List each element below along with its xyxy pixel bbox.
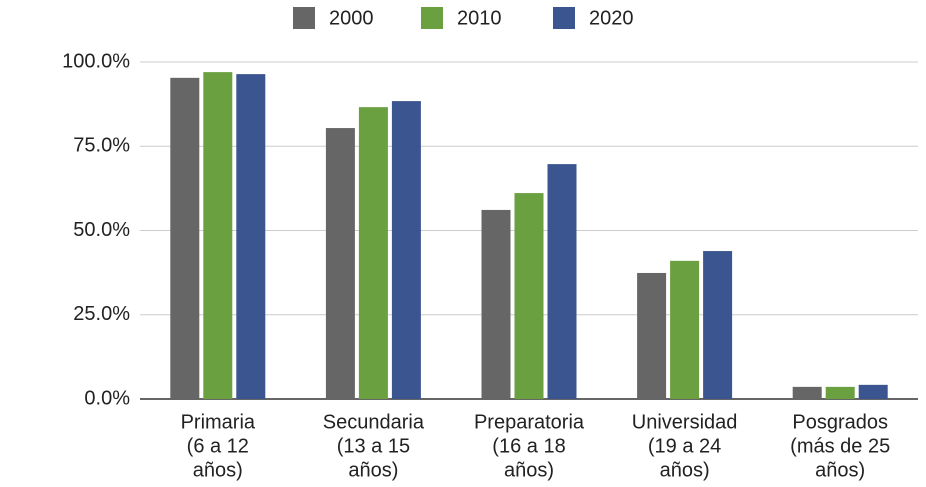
bar xyxy=(825,386,855,399)
x-tick-label: años) xyxy=(815,459,865,481)
legend-swatch xyxy=(553,7,575,29)
x-tick-label: Universidad xyxy=(632,411,738,433)
bar xyxy=(514,193,544,399)
bar xyxy=(703,251,733,399)
x-tick-label: (16 a 18 xyxy=(492,435,565,457)
x-tick-label: años) xyxy=(504,459,554,481)
y-tick-label: 25.0% xyxy=(73,303,130,325)
bar xyxy=(637,272,667,399)
x-tick-label: Secundaria xyxy=(323,411,425,433)
x-tick-label: años) xyxy=(193,459,243,481)
bar xyxy=(203,72,233,400)
bar xyxy=(170,77,200,400)
bar xyxy=(547,164,577,399)
y-tick-label: 75.0% xyxy=(73,135,130,157)
legend-label: 2000 xyxy=(329,7,374,29)
x-tick-label: (más de 25 xyxy=(790,435,890,457)
bar xyxy=(325,128,355,399)
bar xyxy=(858,384,888,399)
bar xyxy=(792,386,822,399)
x-tick-label: (6 a 12 xyxy=(187,435,249,457)
bar xyxy=(670,260,700,399)
x-tick-label: Posgrados xyxy=(792,411,888,433)
bar xyxy=(236,74,266,400)
bar xyxy=(358,107,388,400)
x-tick-label: años) xyxy=(348,459,398,481)
bar xyxy=(391,101,421,399)
y-tick-label: 50.0% xyxy=(73,219,130,241)
legend-label: 2010 xyxy=(457,7,502,29)
x-tick-label: (13 a 15 xyxy=(337,435,410,457)
legend-swatch xyxy=(421,7,443,29)
x-tick-label: (19 a 24 xyxy=(648,435,721,457)
x-tick-label: años) xyxy=(660,459,710,481)
x-tick-label: Primaria xyxy=(181,411,256,433)
legend-label: 2020 xyxy=(589,7,634,29)
y-tick-label: 100.0% xyxy=(62,50,130,72)
y-tick-label: 0.0% xyxy=(84,387,130,409)
bar xyxy=(481,209,511,399)
legend-swatch xyxy=(293,7,315,29)
x-tick-label: Preparatoria xyxy=(474,411,585,433)
